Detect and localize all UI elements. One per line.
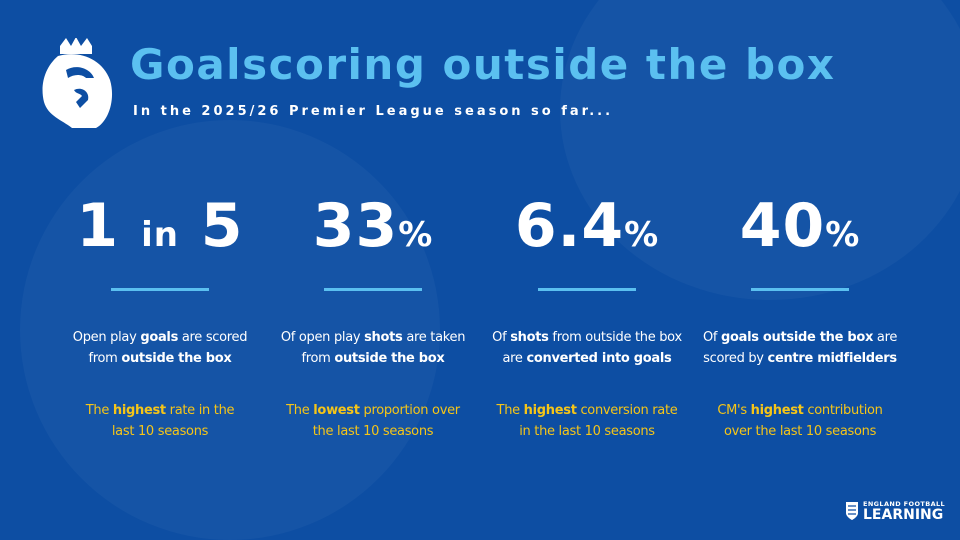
stat-part: in (141, 215, 179, 255)
emphasis-text: goals outside the box (720, 330, 874, 345)
stat-description: Of open play shots are taken from outside… (266, 327, 480, 371)
brand-line-1: ENGLAND FOOTBALL (863, 500, 946, 508)
emphasis-text: highest (112, 403, 166, 418)
stat-highlight-note: The highest rate in the last 10 seasons (53, 400, 267, 442)
text: over the last 10 seasons (723, 424, 877, 439)
text: conversion rate (576, 403, 678, 418)
divider-line (111, 288, 209, 291)
text: in the last 10 seasons (519, 424, 655, 439)
divider-line (751, 288, 849, 291)
stat-highlight-note: The lowest proportion over the last 10 se… (266, 400, 480, 442)
emphasis-text: outside the box (334, 351, 445, 366)
stat-card: 40% Of goals outside the box are scored by… (693, 190, 907, 442)
text: from (88, 351, 122, 366)
text: The (286, 403, 314, 418)
stat-unit: % (825, 215, 861, 255)
emphasis-text: centre midfielders (767, 351, 898, 366)
emphasis-text: lowest (313, 403, 360, 418)
stat-highlight-note: CM's highest contribution over the last 1… (693, 400, 907, 442)
stat-description: Of shots from outside the box are convert… (480, 327, 694, 371)
text: CM's (717, 403, 751, 418)
divider-line (538, 288, 636, 291)
text: proportion over (359, 403, 460, 418)
text: contribution (803, 403, 883, 418)
text: are scored (178, 330, 248, 345)
stat-number: 40 (739, 191, 826, 261)
stat-part: 5 (178, 191, 244, 261)
emphasis-text: shots (364, 330, 403, 345)
stat-value: 40% (693, 190, 907, 262)
text: Of (492, 330, 511, 345)
text: Of (702, 330, 721, 345)
stat-card: 6.4% Of shots from outside the box are con… (480, 190, 694, 442)
text: Of open play (280, 330, 365, 345)
text: last 10 seasons (111, 424, 209, 439)
text: The (496, 403, 524, 418)
england-football-learning-logo: ENGLAND FOOTBALL LEARNING (846, 500, 945, 522)
stat-highlight-note: The highest conversion rate in the last 1… (480, 400, 694, 442)
emphasis-text: highest (750, 403, 804, 418)
stat-part: 1 (76, 191, 142, 261)
stat-value: 6.4% (480, 190, 694, 262)
emphasis-text: converted into goals (526, 351, 672, 366)
stat-description: Of goals outside the box are scored by ce… (693, 327, 907, 371)
emphasis-text: highest (523, 403, 577, 418)
stat-number: 6.4 (514, 191, 625, 261)
stat-unit: % (398, 215, 434, 255)
text: The (85, 403, 113, 418)
stat-unit: % (624, 215, 660, 255)
emphasis-text: goals (140, 330, 179, 345)
emphasis-text: outside the box (121, 351, 232, 366)
brand-line-2: LEARNING (863, 507, 944, 523)
stat-value: 33% (266, 190, 480, 262)
text: scored by (703, 351, 768, 366)
page-subtitle: In the 2025/26 Premier League season so … (133, 104, 614, 119)
premier-league-lion-logo (42, 38, 113, 128)
text: from outside the box (548, 330, 682, 345)
text: from (301, 351, 335, 366)
stat-number: 33 (312, 191, 399, 261)
text: the last 10 seasons (312, 424, 434, 439)
divider-line (324, 288, 422, 291)
emphasis-text: shots (510, 330, 549, 345)
text: are (502, 351, 527, 366)
text: are taken (402, 330, 466, 345)
stat-card: 33% Of open play shots are taken from outs… (266, 190, 480, 442)
stat-card: 1 in 5 Open play goals are scored from out… (53, 190, 267, 442)
page-title: Goalscoring outside the box (130, 40, 836, 89)
three-lions-crest-icon (846, 502, 858, 520)
text: are (873, 330, 898, 345)
text: rate in the (165, 403, 235, 418)
text: Open play (72, 330, 141, 345)
stat-value: 1 in 5 (53, 190, 267, 262)
stat-description: Open play goals are scored from outside t… (53, 327, 267, 371)
